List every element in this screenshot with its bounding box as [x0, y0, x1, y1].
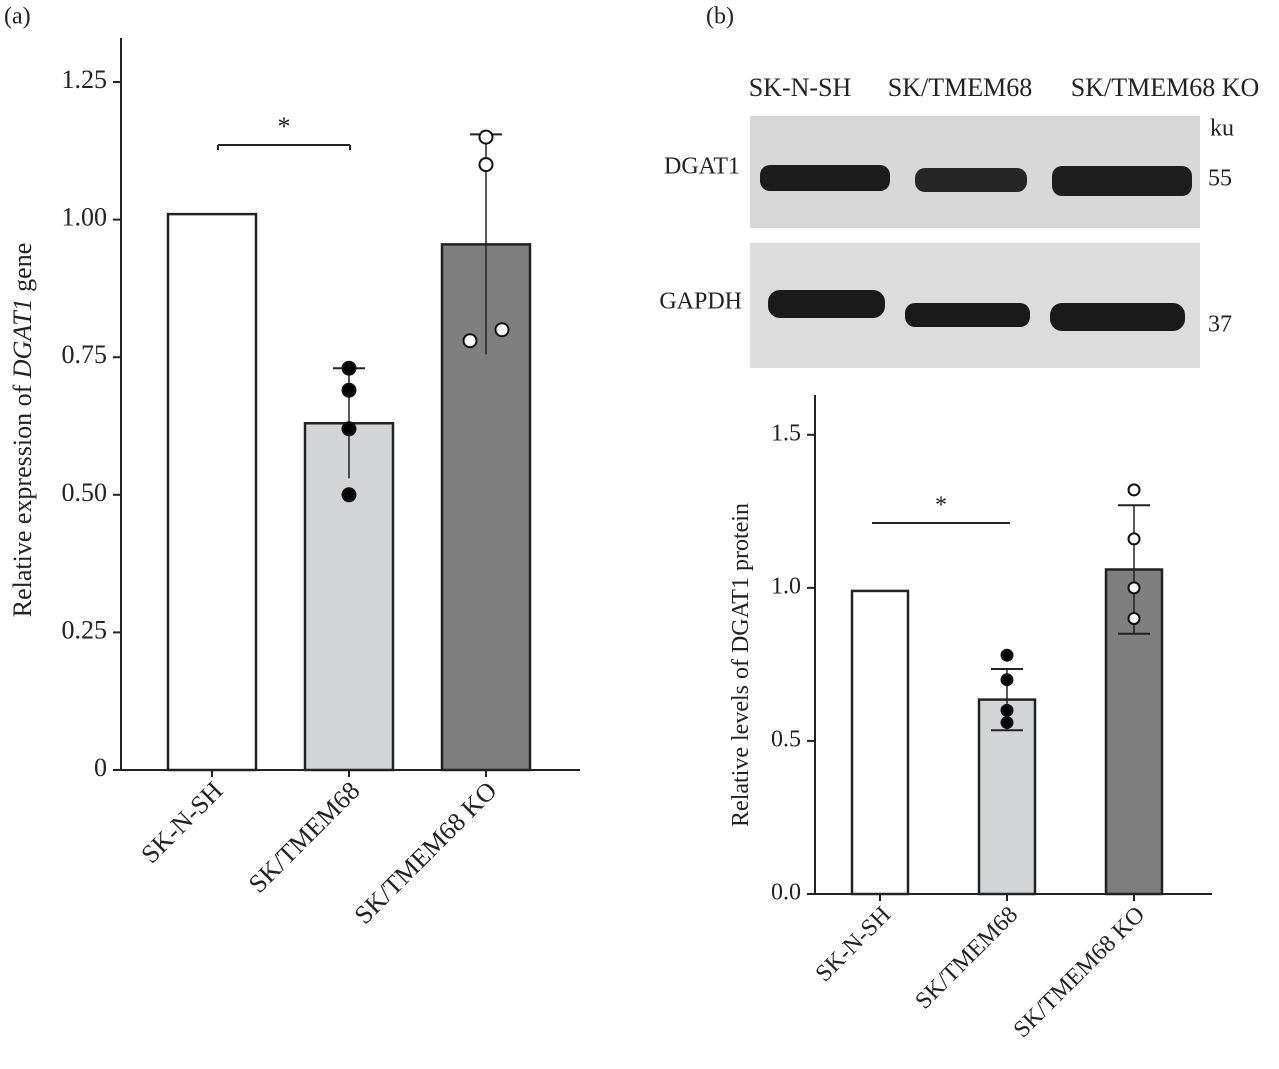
blot-band	[760, 165, 890, 191]
y-axis-label-part: DGAT1	[8, 298, 37, 379]
data-point	[1000, 703, 1014, 717]
blot-column-label: SK-N-SH	[749, 73, 852, 102]
data-point	[1000, 673, 1014, 687]
blot-column-label: SK/TMEM68 KO	[1071, 73, 1260, 102]
data-point	[478, 157, 494, 173]
data-point	[341, 360, 357, 376]
blot-band	[1050, 303, 1185, 331]
blot-unit: ku	[1210, 116, 1234, 142]
y-axis-label-part: gene	[8, 243, 37, 299]
x-tick-label: SK/TMEM68	[910, 902, 1023, 1015]
significance-label: *	[935, 493, 947, 519]
blot-column-label: SK/TMEM68	[888, 73, 1032, 102]
data-point	[462, 333, 478, 349]
data-point	[1127, 581, 1141, 595]
data-point	[478, 129, 494, 145]
bar	[166, 212, 258, 772]
y-tick-label: 0	[94, 753, 107, 782]
data-point	[341, 382, 357, 398]
bar	[850, 589, 910, 896]
x-tick-label: SK/TMEM68 KO	[349, 776, 503, 930]
y-axis-label-part: Relative expression of	[8, 378, 37, 617]
y-axis-label: Relative expression of DGAT1 gene	[8, 243, 37, 618]
data-point	[1127, 532, 1141, 546]
y-tick-label: 0.25	[62, 615, 108, 644]
y-tick-label: 1.25	[62, 65, 108, 94]
data-point	[1127, 483, 1141, 497]
blot-band	[768, 290, 885, 318]
blot-row-label: GAPDH	[659, 289, 742, 315]
y-tick-label: 1.5	[771, 420, 801, 446]
bar	[303, 422, 395, 772]
blot-size: 37	[1208, 312, 1232, 338]
y-tick-label: 0.75	[62, 340, 108, 369]
significance-label: *	[278, 112, 291, 141]
y-tick-label: 1.0	[771, 573, 801, 599]
data-point	[341, 421, 357, 437]
x-tick-label: SK/TMEM68	[243, 776, 366, 899]
panel-label: (a)	[4, 4, 31, 30]
blot-size: 55	[1208, 166, 1232, 192]
x-tick-label: SK/TMEM68 KO	[1009, 902, 1150, 1043]
data-point	[1000, 716, 1014, 730]
y-tick-label: 0.50	[62, 478, 108, 507]
blot-row-label: DGAT1	[664, 154, 740, 180]
blot-band	[1052, 166, 1192, 196]
data-point	[341, 487, 357, 503]
y-axis-label-part: Relative levels of DGAT1 protein	[728, 503, 754, 827]
y-tick-label: 1.00	[62, 203, 108, 232]
blot-band	[905, 303, 1030, 327]
data-point	[1000, 648, 1014, 662]
y-axis-label: Relative levels of DGAT1 protein	[728, 503, 754, 827]
x-tick-label: SK-N-SH	[811, 902, 896, 987]
y-tick-label: 0.0	[771, 880, 801, 906]
bar	[1104, 568, 1164, 896]
data-point	[494, 322, 510, 338]
panel-label: (b)	[706, 4, 734, 30]
x-tick-label: SK-N-SH	[135, 776, 228, 869]
blot-band	[915, 168, 1027, 192]
y-tick-label: 0.5	[771, 726, 801, 752]
western-blot: SK-N-SH SK/TMEM68 SK/TMEM68 KO DGAT1 GAP…	[659, 73, 1259, 368]
data-point	[1127, 611, 1141, 625]
